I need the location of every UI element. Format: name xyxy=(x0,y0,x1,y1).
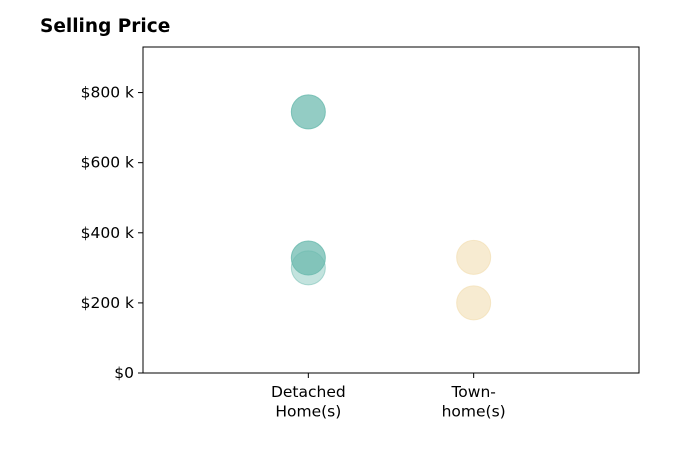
data-point-cat1-0 xyxy=(456,239,492,275)
y-tick-label-1: $200 k xyxy=(81,294,134,312)
data-point-cat0-0 xyxy=(290,94,326,130)
x-tick-label-line: home(s) xyxy=(442,403,506,421)
chart-title: Selling Price xyxy=(40,16,171,37)
data-point-cat0-1 xyxy=(290,240,326,276)
y-tick-label-3: $600 k xyxy=(81,154,134,172)
x-tick-label-1: Town-home(s) xyxy=(442,383,506,421)
y-tick-label-2: $400 k xyxy=(81,224,134,242)
x-tick-label-0: Detached Home(s) xyxy=(271,383,346,421)
x-tick-label-line: Home(s) xyxy=(275,403,341,421)
y-tick-label-4: $800 k xyxy=(81,84,134,102)
points-layer xyxy=(290,94,492,321)
y-tick-label-0: $0 xyxy=(114,364,134,382)
data-point-cat0-2 xyxy=(290,250,326,286)
data-point-cat1-1 xyxy=(456,285,492,321)
x-tick-label-line: Detached xyxy=(271,383,346,401)
plot-area-frame xyxy=(142,46,640,374)
x-axis: Detached Home(s) Town-home(s) xyxy=(271,373,506,421)
y-axis: $0 $200 k $400 k $600 k $800 k xyxy=(81,84,143,382)
x-tick-label-line: Town- xyxy=(450,383,495,401)
